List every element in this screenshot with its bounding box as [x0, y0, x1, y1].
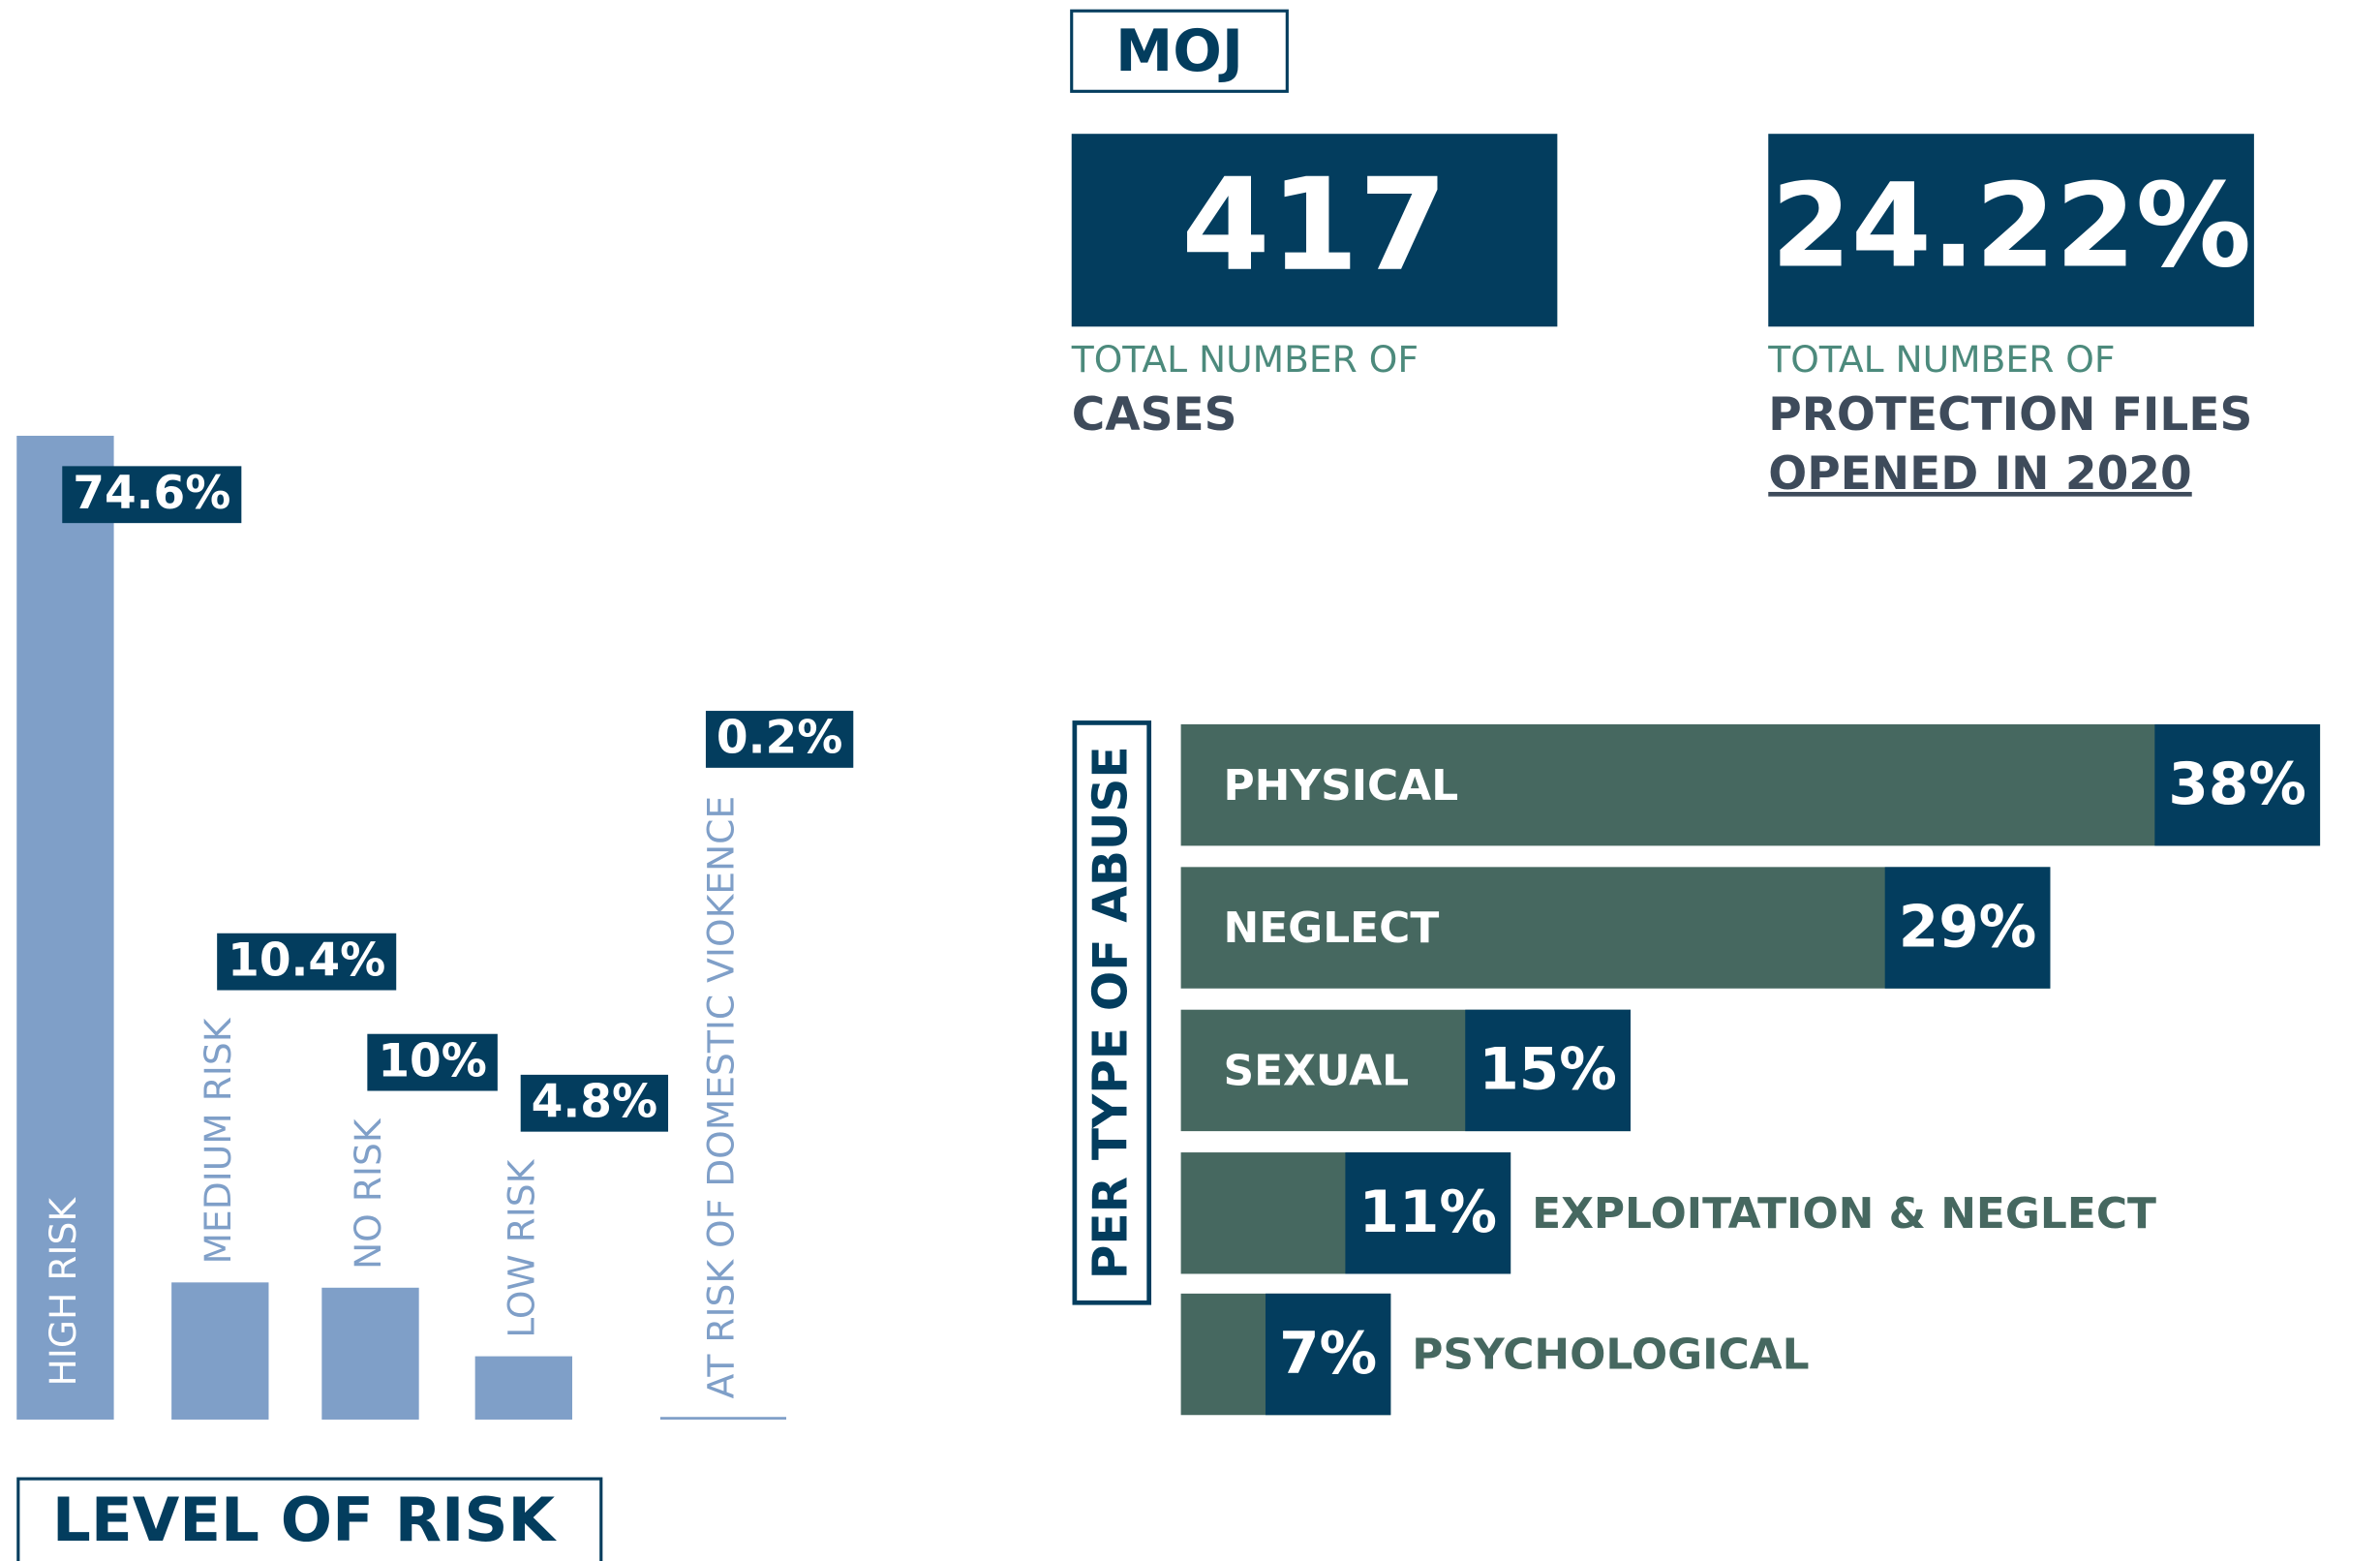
value-label: 11%	[1359, 1179, 1498, 1246]
y-tick-label: PSYCHOLOGICAL	[1412, 1331, 1809, 1380]
x-tick-label: HIGH RISK	[42, 1197, 84, 1387]
value-label: 7%	[1279, 1321, 1377, 1388]
chart-title: PER TYPE OF ABUSE	[1084, 746, 1139, 1279]
value-label: 15%	[1479, 1037, 1617, 1104]
stat-caption: PROTECTION FILES	[1768, 388, 2252, 442]
stat-box	[1768, 134, 2254, 327]
value-label: 4.8%	[532, 1075, 657, 1128]
value-label: 29%	[1899, 894, 2037, 961]
value-label: 10.4%	[228, 934, 385, 987]
value-label-box	[705, 711, 854, 768]
bar	[16, 436, 114, 1420]
x-tick-label: MEDIUM RISK	[197, 1017, 239, 1264]
bar	[659, 1417, 787, 1420]
stat-label: TOTAL NUMBER OF	[1767, 338, 2115, 381]
y-tick-label: NEGLECT	[1223, 903, 1439, 953]
value-label: 74.6%	[73, 467, 230, 520]
stat-value: 417	[1181, 152, 1448, 300]
value-label-box	[520, 1074, 669, 1132]
chart-title: LEVEL OF RISK	[52, 1484, 558, 1555]
chart-title-box	[1072, 720, 1152, 1305]
value-label-box	[367, 1033, 498, 1091]
value-label-box	[62, 466, 242, 524]
title-box	[1070, 9, 1289, 93]
stat-value: 24.22%	[1771, 159, 2251, 293]
value-label-box	[2154, 723, 2321, 846]
title: MOJ	[1115, 18, 1243, 85]
value-label-box	[1884, 867, 2051, 989]
x-tick-label: LOW RISK	[500, 1158, 542, 1337]
chart-title-box	[16, 1477, 603, 1561]
stat-box	[1071, 134, 1558, 327]
stat-caption: OPENED IN 2020	[1768, 447, 2191, 501]
x-tick-label: AT RISK OF DOMESTIC VIOKENCE	[699, 796, 742, 1399]
stat-label: TOTAL NUMBER OF	[1071, 338, 1419, 381]
y-tick-label: PHYSICAL	[1223, 761, 1458, 811]
bar	[1180, 723, 2321, 846]
x-tick-label: NO RISK	[347, 1117, 389, 1270]
stat-caption: CASES	[1072, 388, 1237, 442]
value-label-box	[1465, 1009, 1631, 1132]
y-tick-label: SEXUAL	[1223, 1047, 1409, 1096]
value-label: 0.2%	[717, 712, 842, 765]
bar	[321, 1287, 419, 1420]
value-label-box	[1345, 1152, 1511, 1274]
y-tick-label: EXPLOITATION & NEGLECT	[1532, 1189, 2156, 1239]
value-label-box	[1265, 1293, 1391, 1416]
value-label: 10%	[378, 1034, 487, 1087]
bar	[474, 1356, 572, 1420]
value-label: 38%	[2168, 751, 2306, 818]
value-label-box	[217, 933, 397, 991]
bar	[171, 1282, 269, 1420]
